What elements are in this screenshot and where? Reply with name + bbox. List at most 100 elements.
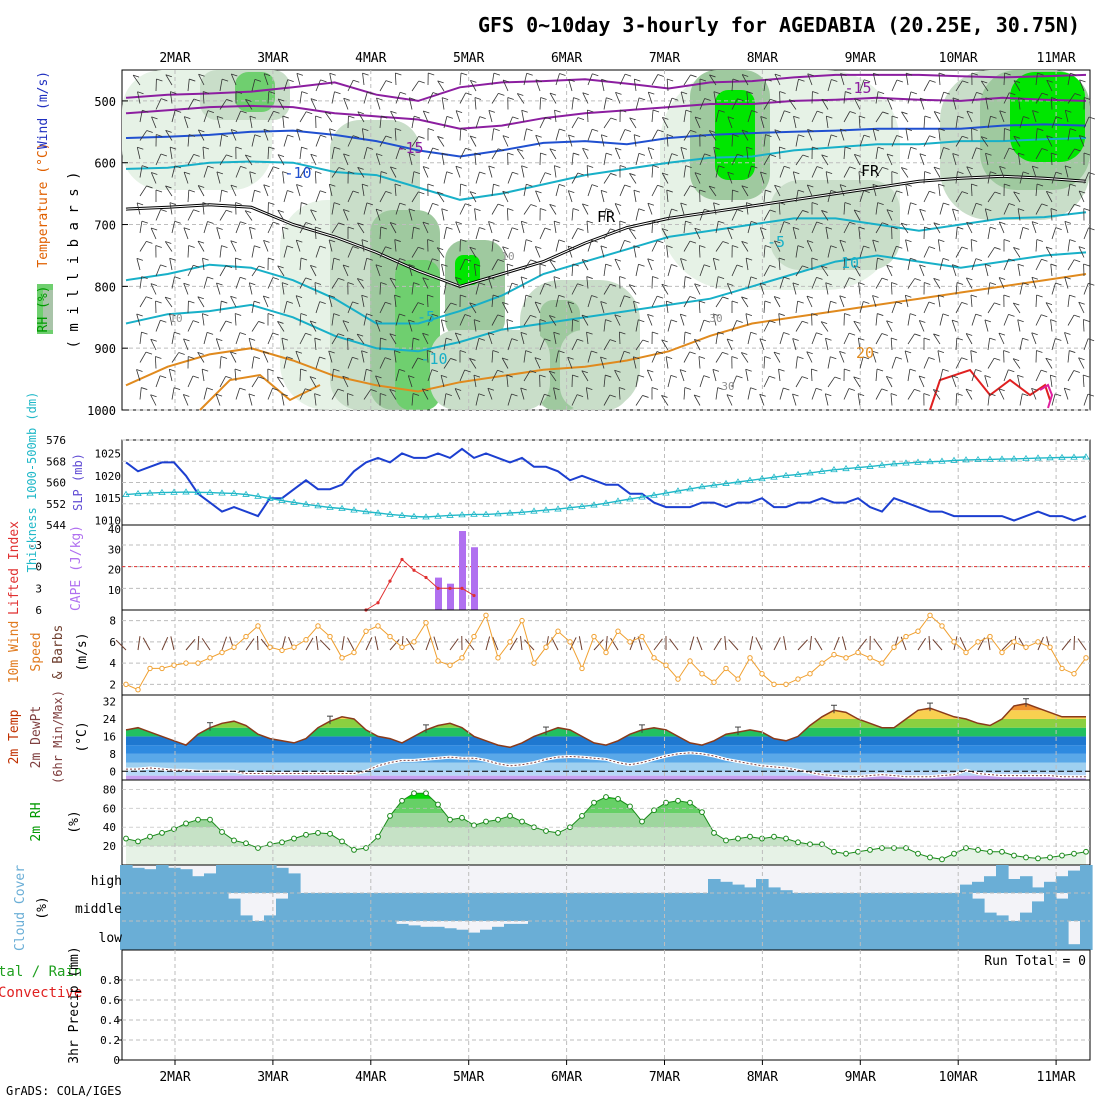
wind-barb [571,117,579,129]
wind-barb [728,639,739,651]
wind-barb-flag [849,221,856,225]
cloud-bar [972,898,985,921]
wind-barb-flag [254,134,261,138]
wind-barb-flag [352,135,360,139]
wind-barb-flag [999,110,1006,114]
wind-barb [858,171,861,184]
wind-barb [185,638,196,651]
wind-barb-flag [422,166,430,169]
wind-barb-flag [554,109,561,113]
wind-barb-flag [553,276,561,280]
wind-barb [699,209,705,221]
precip-rain-label: tal / Rain [0,964,82,980]
wind-barb [713,91,717,104]
wind-barb-flag [385,246,392,250]
wind-barb-flag [825,171,833,175]
wind-barb [933,166,941,178]
wind-barb-flag [535,246,542,249]
wind-barb [436,191,445,203]
wind-barb-flag [389,277,397,281]
wind-barb [491,203,499,215]
wind-barb-flag [534,301,542,305]
precip-tick-label: 0 [113,1054,120,1067]
wind-barb-flag [919,264,926,268]
wind-barb [694,116,701,129]
wind-barb [933,278,941,289]
wind-barb [783,636,787,651]
wind-barb [698,245,701,258]
wind-barb-flag [656,295,664,299]
wind-barb-flag [263,73,271,77]
wind-barb-flag [540,152,547,156]
wind-barb [151,116,157,129]
wind-barb-flag [558,350,565,354]
thickness-point [1034,454,1042,461]
wind-barb [276,376,285,388]
thickness-point [686,485,694,492]
wind-speed-point [819,660,825,666]
wind-barb-flag [887,98,894,101]
wind-barb-flag [742,74,749,77]
wind-barb [951,320,957,332]
wind-barb-flag [666,300,673,304]
wind-barb-flag [334,146,341,150]
wind-barb [523,73,528,86]
wind-barb-flag [446,226,453,230]
wind-barb-flag [816,166,824,169]
wind-barb [363,91,368,104]
wind-barb-flag [244,210,252,214]
wind-barb [171,332,175,345]
wind-barb [277,98,285,110]
wind-speed-point [495,655,501,661]
wind-barb-flag [652,276,659,279]
wind-barb-flag [1074,93,1081,96]
wind-barb [422,166,429,178]
wind-barb-flag [765,134,772,137]
wind-barb-flag [333,202,341,206]
wind-barb-flag [141,220,149,224]
wind-barb-flag [573,97,580,100]
wind-barb-flag [141,165,149,169]
wind-barb-flag [141,331,148,335]
wind-barb [267,166,274,178]
date-tick-label: 10MAR [939,51,978,66]
wind-barb [197,635,200,651]
wind-barb [328,295,333,308]
rh-point [411,790,417,797]
wind-barb [309,320,317,332]
wind-barb-flag [872,128,880,132]
isotherm-line [1039,383,1054,409]
wind-barb-flag [348,171,355,174]
wind-barb [669,638,679,651]
wind-barb-flag [1050,374,1057,378]
wind-barb-flag [539,374,546,378]
wind-barb-flag [680,313,687,317]
wind-barb [907,278,916,289]
wind-barb [139,221,143,234]
wind-barb-flag [1003,294,1010,298]
cloud-bar [708,879,721,893]
rh-point [495,816,501,823]
slp-tick-label: 1015 [95,492,122,505]
wind-barb-flag [853,265,861,268]
cloud-bar [1008,921,1021,950]
li-tick-label: -3 [29,539,42,552]
wind-barb [475,227,480,240]
precip-axis-label: 3hr Precip (mm) [67,946,82,1063]
wind-barb [299,222,307,234]
wind-barb-flag [367,91,374,95]
wind-barb [907,389,915,400]
wind-barb-flag [460,72,468,76]
wind-barb-flag [474,208,481,211]
wind-barb [203,221,208,234]
wind-barb [1035,239,1038,252]
wind-barb [875,313,878,326]
cloud-bar [900,921,913,950]
wind-barb [821,210,829,221]
wind-barb-flag [422,388,429,392]
cloud-bar [336,921,349,950]
wind-barb [1019,227,1024,240]
wind-barb-flag [859,115,866,119]
wind-barb [955,227,958,240]
